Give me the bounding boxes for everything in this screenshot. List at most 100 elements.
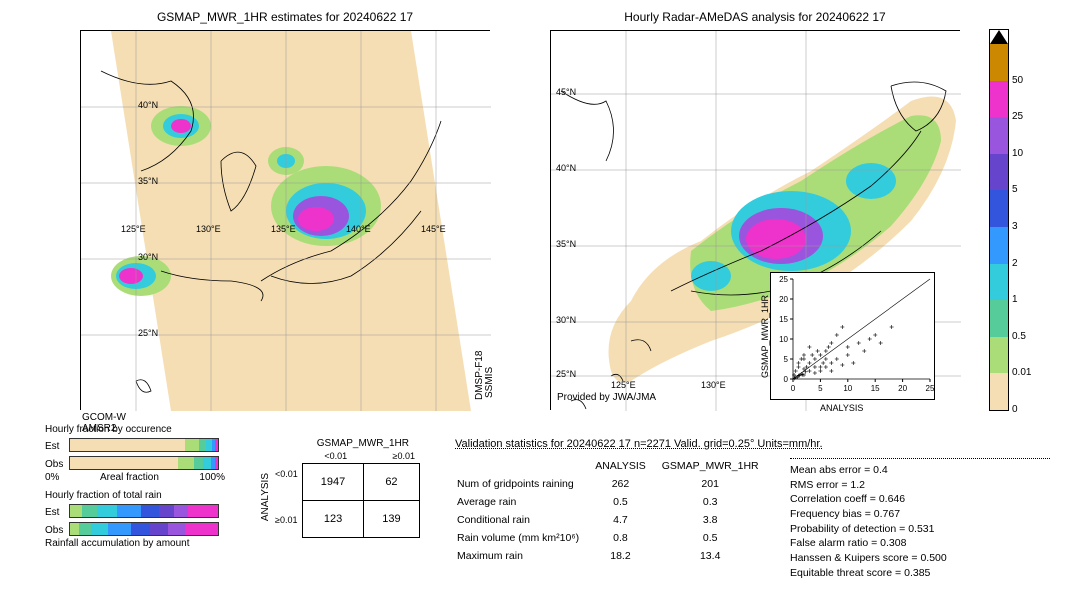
colorbar-tick: 25 [1012, 111, 1023, 122]
cont-cell-10: 123 [302, 501, 363, 538]
bar-row-label: Est [45, 507, 69, 518]
colorbar-tick: 2 [1012, 258, 1018, 269]
occurrence-title: Hourly fraction by occurence [45, 424, 172, 435]
bar-seg [174, 505, 189, 517]
colorbar-tick: 50 [1012, 75, 1023, 86]
svg-text:25: 25 [926, 384, 935, 393]
bar-seg [188, 505, 218, 517]
left-xtick: 145°E [421, 224, 446, 234]
right-ytick: 25°N [556, 369, 576, 379]
colorbar: 00.010.51235102550 [990, 30, 1008, 410]
contingency-rowhead-1: ≥0.01 [275, 515, 298, 525]
colorbar-tick: 3 [1012, 221, 1018, 232]
right-xtick: 130°E [701, 380, 726, 390]
contingency-colhead-0: <0.01 [302, 451, 370, 461]
svg-text:10: 10 [843, 384, 852, 393]
svg-text:5: 5 [784, 355, 789, 364]
left-ytick: 40°N [138, 100, 158, 110]
right-ytick: 40°N [556, 163, 576, 173]
bar-seg [178, 457, 194, 469]
colorbar-tick: 0 [1012, 404, 1018, 415]
totalrain-title: Hourly fraction of total rain [45, 490, 162, 501]
provider-label: Provided by JWA/JMA [557, 392, 656, 403]
val-row-a: 18.2 [595, 548, 660, 564]
svg-text:15: 15 [779, 315, 788, 324]
val-row-label: Maximum rain [457, 548, 593, 564]
contingency-block: GSMAP_MWR_1HR ANALYSIS <0.01 ≥0.01 <0.01… [260, 438, 438, 543]
bar-seg [91, 523, 109, 535]
bar-seg [168, 523, 186, 535]
occurrence-bars: Hourly fraction by occurence EstObs 0% A… [45, 438, 225, 474]
colorbar-tick: 0.5 [1012, 331, 1026, 342]
val-row-a: 0.8 [595, 530, 660, 546]
left-map-title: GSMAP_MWR_1HR estimates for 20240622 17 [80, 10, 490, 24]
bar-row [69, 522, 219, 536]
svg-text:0: 0 [784, 375, 789, 384]
bar-seg [194, 457, 203, 469]
colorbar-seg [990, 264, 1008, 301]
metric-line: Mean abs error = 0.4 [790, 463, 1050, 478]
bar-seg [82, 505, 97, 517]
bar-row [69, 456, 219, 470]
val-colhead-b: GSMAP_MWR_1HR [662, 458, 773, 474]
metrics-block: Mean abs error = 0.4RMS error = 1.2Corre… [790, 458, 1050, 581]
val-row-b: 201 [662, 476, 773, 492]
bar-row-label: Est [45, 441, 69, 452]
bar-seg [215, 439, 218, 451]
scatter-inset: 00551010151520202525 [770, 272, 935, 400]
left-xtick: 130°E [196, 224, 221, 234]
colorbar-seg [990, 337, 1008, 374]
bar-seg [185, 439, 198, 451]
colorbar-top-triangle [990, 30, 1008, 44]
right-ytick: 35°N [556, 239, 576, 249]
colorbar-seg [990, 117, 1008, 154]
val-row-b: 13.4 [662, 548, 773, 564]
val-row-a: 262 [595, 476, 660, 492]
metric-line: Probability of detection = 0.531 [790, 522, 1050, 537]
colorbar-seg [990, 154, 1008, 191]
bar-row-label: Obs [45, 525, 69, 536]
left-xtick: 125°E [121, 224, 146, 234]
bar-seg [203, 457, 210, 469]
svg-text:20: 20 [898, 384, 907, 393]
totalrain-footer: Rainfall accumulation by amount [45, 538, 190, 549]
colorbar-tick: 1 [1012, 294, 1018, 305]
bar-seg [215, 457, 218, 469]
validation-block: Validation statistics for 20240622 17 n=… [455, 438, 775, 566]
val-row-b: 0.5 [662, 530, 773, 546]
cont-cell-11: 139 [364, 501, 419, 538]
val-row-a: 4.7 [595, 512, 660, 528]
bar-seg [70, 523, 79, 535]
val-colhead-a: ANALYSIS [595, 458, 660, 474]
contingency-colhead-1: ≥0.01 [370, 451, 438, 461]
colorbar-tick: 5 [1012, 184, 1018, 195]
bar-seg [141, 505, 159, 517]
colorbar-seg [990, 227, 1008, 264]
right-ytick: 30°N [556, 315, 576, 325]
contingency-table: 194762 123139 [302, 463, 420, 538]
metric-line: False alarm ratio = 0.308 [790, 536, 1050, 551]
contingency-rowaxis: ANALYSIS [260, 473, 271, 521]
right-xtick: 125°E [611, 380, 636, 390]
colorbar-seg [990, 81, 1008, 118]
val-row-label: Conditional rain [457, 512, 593, 528]
val-row-a: 0.5 [595, 494, 660, 510]
bar-seg [70, 439, 185, 451]
bar-seg [185, 523, 218, 535]
svg-text:25: 25 [779, 275, 788, 284]
bar-row [69, 438, 219, 452]
svg-text:20: 20 [779, 295, 788, 304]
occurrence-axis-0: 0% [45, 472, 59, 483]
val-row-label: Num of gridpoints raining [457, 476, 593, 492]
colorbar-tick: 10 [1012, 148, 1023, 159]
bar-seg [97, 505, 118, 517]
svg-text:5: 5 [818, 384, 823, 393]
cont-cell-01: 62 [364, 464, 419, 501]
left-map-panel [80, 30, 490, 410]
bar-seg [150, 523, 168, 535]
bar-row-label: Obs [45, 459, 69, 470]
left-sat-label-4: SSMIS [484, 367, 495, 398]
scatter-ylabel: GSMAP_MWR_1HR [760, 295, 770, 378]
metric-line: Equitable threat score = 0.385 [790, 566, 1050, 581]
left-sat-label-1: GCOM-W [82, 412, 126, 423]
